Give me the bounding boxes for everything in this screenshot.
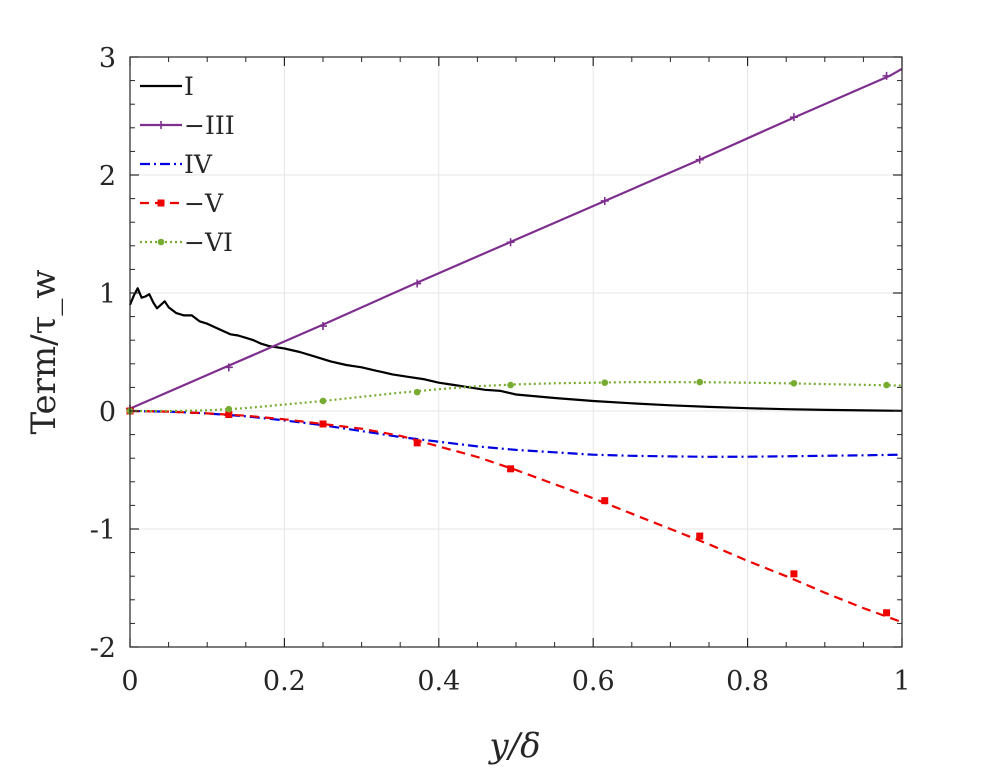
y-tick-label: 3: [99, 43, 116, 74]
legend-marker: [157, 238, 165, 246]
legend: I −III IV −V −VI: [140, 72, 235, 257]
x-tick-label: 0.4: [417, 666, 460, 697]
legend-label: −V: [184, 189, 224, 218]
legend-label: −III: [184, 111, 235, 140]
legend-entry: −III: [140, 111, 235, 140]
x-tick-label: 0: [121, 666, 138, 697]
x-tick-label: 0.8: [726, 666, 769, 697]
data-point: [413, 388, 421, 396]
legend-marker: [157, 121, 165, 129]
legend-entry: −V: [140, 189, 224, 218]
data-point: [507, 381, 514, 389]
series-line: [129, 67, 903, 410]
x-axis-title: y/δ: [487, 726, 540, 766]
legend-entry: I: [140, 72, 194, 101]
data-point: [319, 420, 327, 428]
x-tick-label: 1: [893, 666, 910, 697]
y-tick-label: -1: [90, 515, 116, 546]
legend-entry: IV: [140, 150, 213, 179]
series-line: [129, 409, 903, 624]
data-point: [601, 497, 609, 505]
data-point: [882, 71, 891, 80]
series-layer: [126, 67, 903, 624]
data-point: [600, 196, 609, 205]
data-point: [224, 363, 233, 372]
legend-label: IV: [184, 150, 213, 179]
data-point: [790, 379, 798, 387]
x-tick-label: 0.2: [263, 666, 306, 697]
y-tick-label: -2: [90, 633, 116, 664]
y-axis-title: Term/τ_w: [24, 269, 64, 434]
data-point: [413, 279, 422, 288]
legend-label: I: [184, 72, 194, 101]
ticks: 0 0.2 0.4 0.6 0.8 1 -2 -1 0 1 2 3: [90, 43, 911, 697]
x-tick-label: 0.6: [572, 666, 615, 697]
legend-marker: [157, 199, 165, 207]
legend-entry: −VI: [140, 228, 233, 257]
data-point: [413, 439, 421, 447]
grid-lines: [130, 57, 902, 647]
series-0: [128, 287, 903, 412]
data-point: [225, 405, 233, 413]
data-point: [696, 378, 704, 386]
data-point: [696, 532, 704, 540]
data-point: [507, 465, 515, 473]
y-tick-label: 0: [99, 397, 116, 428]
legend-label: −VI: [184, 228, 233, 257]
data-point: [601, 379, 609, 386]
data-point: [506, 238, 515, 247]
series-line: [128, 287, 903, 412]
y-tick-label: 1: [99, 279, 116, 310]
data-point: [695, 155, 704, 164]
data-point: [790, 570, 798, 578]
y-tick-label: 2: [99, 161, 116, 192]
data-point: [319, 397, 327, 405]
data-point: [789, 113, 798, 122]
data-point: [883, 381, 890, 389]
data-point: [883, 609, 891, 617]
data-point: [319, 322, 327, 331]
